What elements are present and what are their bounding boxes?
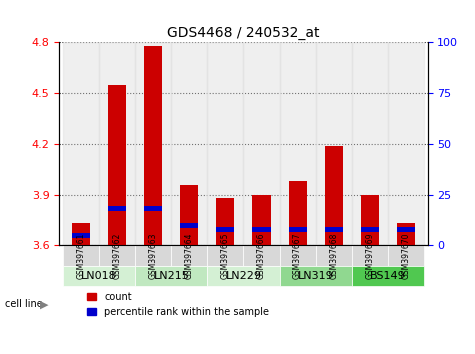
Text: ▶: ▶ [40, 299, 49, 309]
Bar [99, 42, 135, 245]
FancyBboxPatch shape [352, 245, 388, 266]
Text: BS149: BS149 [370, 271, 406, 281]
Bar [180, 223, 199, 228]
FancyBboxPatch shape [63, 266, 135, 286]
Bar [72, 223, 90, 245]
Bar [324, 227, 342, 232]
Bar [288, 227, 306, 232]
FancyBboxPatch shape [315, 245, 352, 266]
Title: GDS4468 / 240532_at: GDS4468 / 240532_at [167, 26, 320, 40]
Bar [171, 42, 208, 245]
Bar [108, 85, 126, 245]
FancyBboxPatch shape [208, 245, 244, 266]
Text: GSM397664: GSM397664 [185, 232, 194, 279]
Bar [288, 181, 306, 245]
FancyBboxPatch shape [244, 245, 279, 266]
Bar [108, 206, 126, 211]
Text: LN319: LN319 [298, 271, 333, 281]
Text: GSM397669: GSM397669 [365, 232, 374, 279]
Bar [315, 42, 352, 245]
Bar [252, 227, 270, 232]
FancyBboxPatch shape [135, 266, 208, 286]
Bar [180, 184, 199, 245]
Bar [135, 42, 171, 245]
Bar [279, 42, 315, 245]
Bar [397, 227, 415, 232]
FancyBboxPatch shape [208, 266, 279, 286]
Bar [397, 223, 415, 245]
Text: GSM397665: GSM397665 [221, 232, 230, 279]
FancyBboxPatch shape [135, 245, 171, 266]
Text: LN229: LN229 [226, 271, 261, 281]
FancyBboxPatch shape [63, 245, 99, 266]
FancyBboxPatch shape [388, 245, 424, 266]
Text: LN018: LN018 [81, 271, 117, 281]
Bar [217, 198, 235, 245]
Bar [324, 145, 342, 245]
FancyBboxPatch shape [352, 266, 424, 286]
Text: GSM397661: GSM397661 [76, 233, 86, 279]
Text: GSM397662: GSM397662 [113, 233, 122, 279]
Bar [361, 195, 379, 245]
Text: GSM397667: GSM397667 [293, 232, 302, 279]
Bar [361, 227, 379, 232]
Text: cell line: cell line [5, 299, 42, 309]
FancyBboxPatch shape [171, 245, 208, 266]
Bar [144, 46, 162, 245]
Text: GSM397663: GSM397663 [149, 232, 158, 279]
Bar [208, 42, 244, 245]
FancyBboxPatch shape [279, 245, 315, 266]
FancyBboxPatch shape [99, 245, 135, 266]
Bar [217, 227, 235, 232]
Bar [72, 233, 90, 238]
Bar [144, 206, 162, 211]
FancyBboxPatch shape [279, 266, 352, 286]
Legend: count, percentile rank within the sample: count, percentile rank within the sample [83, 288, 273, 321]
Text: LN215: LN215 [153, 271, 189, 281]
Text: GSM397668: GSM397668 [329, 233, 338, 279]
Text: GSM397670: GSM397670 [401, 232, 410, 279]
Bar [252, 195, 270, 245]
Text: GSM397666: GSM397666 [257, 232, 266, 279]
Bar [63, 42, 99, 245]
Bar [244, 42, 279, 245]
Bar [352, 42, 388, 245]
Bar [388, 42, 424, 245]
